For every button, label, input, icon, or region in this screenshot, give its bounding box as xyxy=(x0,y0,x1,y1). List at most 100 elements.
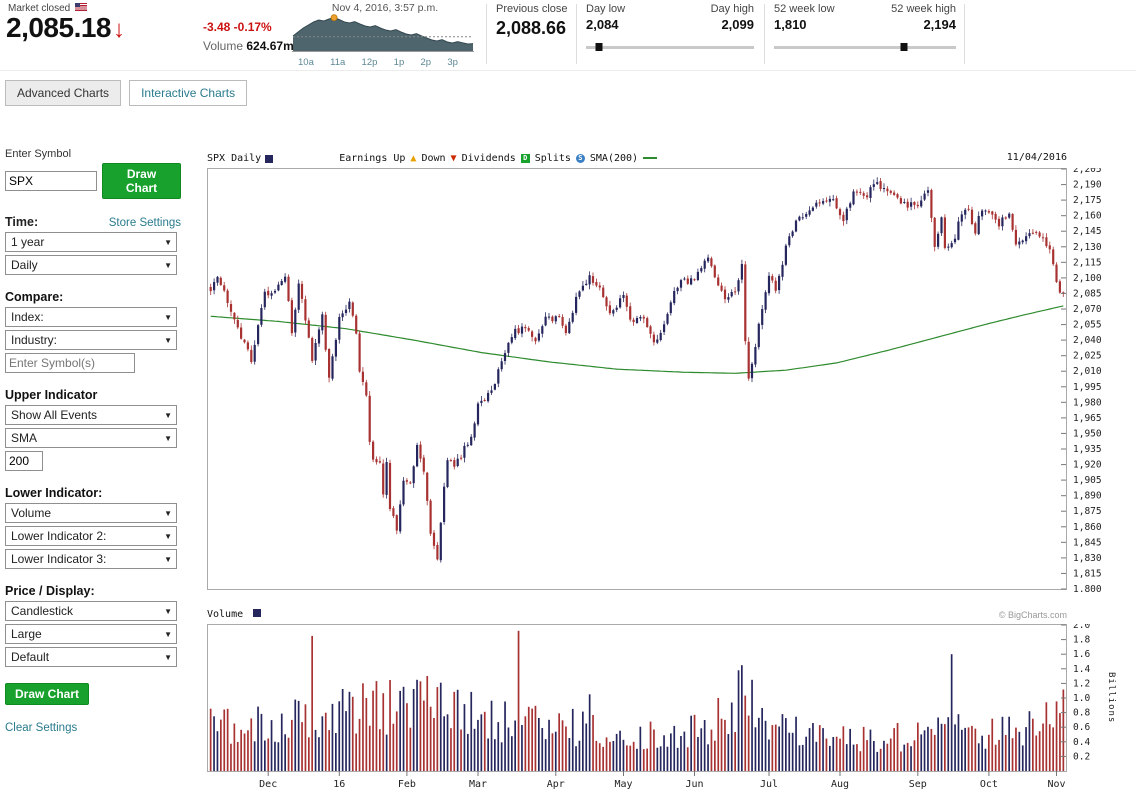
svg-text:1,830: 1,830 xyxy=(1073,553,1102,564)
legend-symbol: SPX Daily xyxy=(207,153,262,164)
svg-text:Oct: Oct xyxy=(980,779,998,790)
day-low-label: Day low xyxy=(586,3,626,15)
store-settings-link[interactable]: Store Settings xyxy=(108,217,181,229)
svg-text:1,920: 1,920 xyxy=(1073,460,1102,471)
copyright-text: © BigCharts.com xyxy=(998,609,1067,620)
time-axis-label: 11a xyxy=(330,57,346,68)
week52-range-handle[interactable] xyxy=(900,43,908,51)
chevron-down-icon: ▼ xyxy=(164,554,172,564)
sma-line-icon xyxy=(643,157,658,159)
svg-text:2,190: 2,190 xyxy=(1073,180,1102,191)
earnings-up-icon: ▲ xyxy=(410,153,417,164)
upper-indicator-label: Upper Indicator xyxy=(5,388,98,402)
lower-indicator-3-select[interactable]: Lower Indicator 3: ▼ xyxy=(5,549,177,569)
week52-low-label: 52 week low xyxy=(774,3,835,15)
series-swatch-icon xyxy=(265,154,274,163)
svg-text:2,010: 2,010 xyxy=(1073,366,1102,377)
svg-text:1,815: 1,815 xyxy=(1073,568,1102,579)
svg-text:2,205: 2,205 xyxy=(1073,168,1102,175)
lower-indicator-label: Lower Indicator: xyxy=(5,486,103,500)
legend-splits: Splits xyxy=(534,153,571,164)
clear-settings-link[interactable]: Clear Settings xyxy=(5,722,78,734)
svg-text:2,145: 2,145 xyxy=(1073,226,1102,237)
dividends-icon: D xyxy=(520,154,530,163)
svg-text:2,055: 2,055 xyxy=(1073,320,1102,331)
svg-text:Jul: Jul xyxy=(760,779,778,790)
chevron-down-icon: ▼ xyxy=(164,433,172,443)
day-range-handle[interactable] xyxy=(595,43,603,51)
legend-sma: SMA(200) xyxy=(589,153,639,164)
svg-text:2,040: 2,040 xyxy=(1073,335,1102,346)
price-display-label: Price / Display: xyxy=(5,584,95,598)
header-divider xyxy=(0,70,1136,71)
chart-style-select[interactable]: Default ▼ xyxy=(5,647,177,667)
lower-indicator-2-select[interactable]: Lower Indicator 2: ▼ xyxy=(5,526,177,546)
svg-text:0.2: 0.2 xyxy=(1073,751,1090,762)
upper-indicator-select[interactable]: SMA ▼ xyxy=(5,428,177,448)
week52-range-block: 52 week low 52 week high 1,810 2,194 xyxy=(774,3,956,51)
volume-value: 624.67m xyxy=(246,39,294,53)
svg-text:1.2: 1.2 xyxy=(1073,678,1090,689)
chevron-down-icon: ▼ xyxy=(164,652,172,662)
day-range-slider[interactable] xyxy=(586,43,754,51)
svg-text:1,905: 1,905 xyxy=(1073,475,1102,486)
time-range-select[interactable]: 1 year ▼ xyxy=(5,232,177,252)
tab-interactive-charts[interactable]: Interactive Charts xyxy=(129,80,248,106)
compare-symbols-input[interactable] xyxy=(5,353,135,373)
chart-size-select[interactable]: Large ▼ xyxy=(5,624,177,644)
price-chart: 1,800 1,815 1,830 1,845 1,860 1,875 1,890 1,905… xyxy=(207,164,1117,597)
divider xyxy=(964,4,965,64)
svg-text:1.6: 1.6 xyxy=(1073,649,1090,660)
svg-text:0.8: 0.8 xyxy=(1073,708,1090,719)
compare-index-select[interactable]: Index: ▼ xyxy=(5,307,177,327)
svg-text:Nov: Nov xyxy=(1047,779,1065,790)
events-select[interactable]: Show All Events ▼ xyxy=(5,405,177,425)
week52-low-value: 1,810 xyxy=(774,17,807,32)
frequency-select[interactable]: Daily ▼ xyxy=(5,255,177,275)
volume-label: Volume xyxy=(203,39,244,53)
week52-range-slider[interactable] xyxy=(774,43,956,51)
previous-close-block: Previous close 2,088.66 xyxy=(496,3,568,39)
day-high-label: Day high xyxy=(710,3,754,15)
chevron-down-icon: ▼ xyxy=(164,508,172,518)
price-change: -3.48 -0.17% xyxy=(203,20,272,34)
svg-text:1.8: 1.8 xyxy=(1073,635,1090,646)
time-axis-label: 2p xyxy=(420,57,432,68)
svg-text:2,100: 2,100 xyxy=(1073,273,1102,284)
chevron-down-icon: ▼ xyxy=(164,260,172,270)
time-axis-label: 1p xyxy=(393,57,405,68)
svg-text:0.4: 0.4 xyxy=(1073,737,1090,748)
draw-chart-button-top[interactable]: Draw Chart xyxy=(102,163,181,199)
svg-text:2.0: 2.0 xyxy=(1073,624,1090,631)
tab-advanced-charts[interactable]: Advanced Charts xyxy=(5,80,122,106)
draw-chart-button-bottom[interactable]: Draw Chart xyxy=(5,683,90,705)
svg-text:1.0: 1.0 xyxy=(1073,693,1090,704)
svg-text:Jun: Jun xyxy=(685,779,703,790)
chart-type-select[interactable]: Candlestick ▼ xyxy=(5,601,177,621)
sparkline-times: 10a 11a 12p 1p 2p 3p xyxy=(292,57,458,68)
divider xyxy=(764,4,765,64)
market-status: Market closed xyxy=(8,3,88,14)
week52-high-label: 52 week high xyxy=(891,3,956,15)
svg-text:1,845: 1,845 xyxy=(1073,537,1102,548)
svg-text:Mar: Mar xyxy=(469,779,487,790)
time-axis-label: 10a xyxy=(298,57,314,68)
intraday-sparkline xyxy=(292,14,478,57)
svg-text:1.4: 1.4 xyxy=(1073,664,1090,675)
svg-text:2,160: 2,160 xyxy=(1073,211,1102,222)
svg-text:1,980: 1,980 xyxy=(1073,397,1102,408)
change-block: -3.48 -0.17% Volume 624.67m xyxy=(203,20,294,53)
legend-earnings-down: Down xyxy=(421,153,446,164)
sma-period-input[interactable] xyxy=(5,451,43,471)
svg-text:Aug: Aug xyxy=(831,779,849,790)
chevron-down-icon: ▼ xyxy=(164,410,172,420)
lower-indicator-1-select[interactable]: Volume ▼ xyxy=(5,503,177,523)
us-flag-icon xyxy=(75,3,88,11)
time-axis-label: 3p xyxy=(447,57,458,68)
svg-text:2,175: 2,175 xyxy=(1073,195,1102,206)
day-range-block: Day low Day high 2,084 2,099 xyxy=(586,3,754,51)
compare-industry-select[interactable]: Industry: ▼ xyxy=(5,330,177,350)
divider xyxy=(576,4,577,64)
down-arrow-icon: ↓ xyxy=(113,16,125,43)
symbol-input[interactable] xyxy=(5,171,97,191)
